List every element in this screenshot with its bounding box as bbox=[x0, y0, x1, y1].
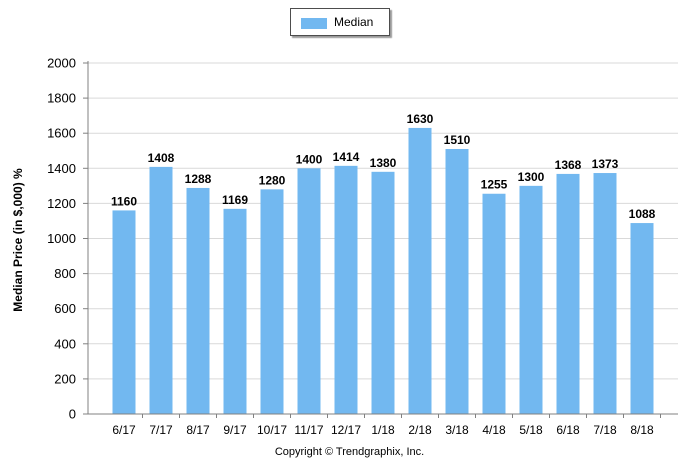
axes bbox=[87, 61, 678, 418]
data-label: 1280 bbox=[259, 173, 286, 187]
data-label: 1300 bbox=[518, 170, 545, 184]
data-label: 1414 bbox=[333, 150, 360, 164]
bar bbox=[223, 208, 247, 414]
y-tick-label: 1200 bbox=[47, 196, 76, 211]
x-tick-label: 12/17 bbox=[331, 423, 361, 437]
bar bbox=[556, 173, 580, 414]
bar bbox=[260, 189, 284, 414]
y-tick-label: 1600 bbox=[47, 126, 76, 141]
data-labels: 1160 1408 1288 1169 1280 1400 1414 1380 1630 1510… bbox=[111, 112, 656, 221]
legend: Median bbox=[290, 8, 390, 36]
x-tick-label: 10/17 bbox=[257, 423, 287, 437]
data-label: 1380 bbox=[370, 156, 397, 170]
x-tick-label: 8/17 bbox=[186, 423, 210, 437]
x-tick-label: 7/17 bbox=[149, 423, 173, 437]
y-tick-label: 200 bbox=[54, 371, 76, 386]
x-tick-label: 8/18 bbox=[630, 423, 654, 437]
bar bbox=[149, 166, 173, 414]
data-label: 1368 bbox=[555, 158, 582, 172]
x-tick-label: 11/17 bbox=[294, 423, 323, 437]
x-tick-label: 1/18 bbox=[371, 423, 395, 437]
y-tick-label: 800 bbox=[54, 266, 76, 281]
bar bbox=[186, 187, 210, 414]
y-tick-label: 1000 bbox=[47, 231, 76, 246]
y-tick-label: 1800 bbox=[47, 91, 76, 106]
y-tick-label: 0 bbox=[69, 407, 76, 422]
y-tick-label: 400 bbox=[54, 336, 76, 351]
y-tick-label: 1400 bbox=[47, 161, 76, 176]
bar bbox=[408, 127, 432, 414]
bar bbox=[519, 185, 543, 414]
y-axis-title: Median Price (in $,000) % bbox=[11, 168, 25, 312]
x-tick-label: 3/18 bbox=[445, 423, 469, 437]
bar bbox=[334, 165, 358, 414]
x-tick-labels: 6/17 7/17 8/17 9/17 10/17 11/17 12/17 1/18 2/18 3… bbox=[112, 423, 654, 437]
bar bbox=[445, 148, 469, 414]
x-tick-label: 6/17 bbox=[112, 423, 136, 437]
y-tick-label: 600 bbox=[54, 301, 76, 316]
bar bbox=[630, 223, 654, 414]
data-label: 1288 bbox=[185, 172, 212, 186]
legend-label-median: Median bbox=[334, 15, 374, 29]
bar bbox=[297, 168, 321, 414]
data-label: 1169 bbox=[222, 193, 248, 207]
legend-swatch-median bbox=[301, 18, 327, 29]
x-tick-label: 7/18 bbox=[593, 423, 617, 437]
y-tick-label: 2000 bbox=[47, 56, 76, 71]
x-tick-label: 6/18 bbox=[556, 423, 580, 437]
data-label: 1255 bbox=[481, 178, 508, 192]
data-label: 1400 bbox=[296, 152, 323, 166]
bar bbox=[593, 173, 617, 414]
bar bbox=[482, 193, 506, 414]
x-tick-label: 9/17 bbox=[223, 423, 247, 437]
data-label: 1088 bbox=[629, 207, 656, 221]
bars bbox=[112, 127, 654, 414]
copyright-footer: Copyright © Trendgraphix, Inc. bbox=[274, 446, 425, 458]
data-label: 1160 bbox=[111, 194, 137, 208]
bar bbox=[371, 171, 395, 414]
x-tick-label: 4/18 bbox=[482, 423, 506, 437]
y-tick-labels: 0 200 400 600 800 1000 1200 1400 1600 1800 2000 bbox=[47, 56, 76, 422]
data-label: 1408 bbox=[148, 151, 175, 165]
data-label: 1630 bbox=[407, 112, 434, 126]
x-tick-label: 5/18 bbox=[519, 423, 543, 437]
data-label: 1373 bbox=[592, 157, 619, 171]
data-label: 1510 bbox=[444, 133, 471, 147]
x-tick-label: 2/18 bbox=[408, 423, 432, 437]
bar bbox=[112, 210, 136, 414]
